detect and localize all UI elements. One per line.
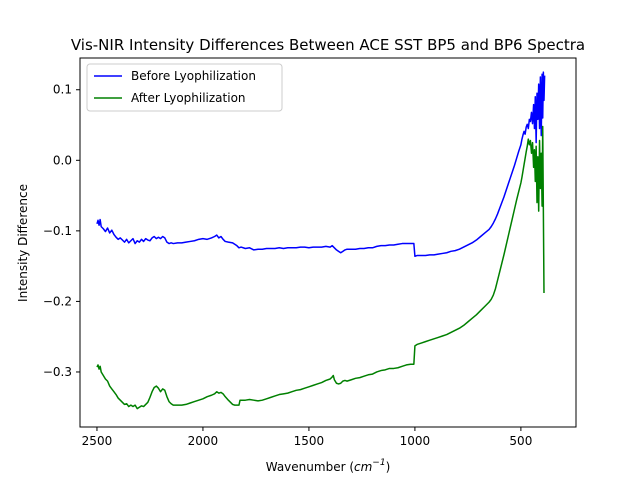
legend-label-before: Before Lyophilization [131, 69, 256, 83]
x-tick-label: 500 [509, 434, 532, 448]
x-tick-label: 2000 [188, 434, 219, 448]
axes-frame [79, 57, 577, 428]
series-line-1 [96, 125, 545, 410]
y-tick-label: 0.1 [53, 83, 72, 97]
y-tick-label: −0.2 [43, 294, 72, 308]
y-tick-label: −0.1 [43, 224, 72, 238]
y-axis: 0.1 0.0 −0.1 −0.2 −0.3 [43, 83, 80, 379]
series-line-0 [96, 71, 546, 258]
x-tick-label: 1500 [294, 434, 325, 448]
plot-area: 2500 2000 1500 1000 500 0.1 0.0 −0.1 −0.2 −0.3 [43, 57, 577, 448]
x-axis-label-exponent: −1 [372, 458, 385, 468]
x-tick-label: 1000 [400, 434, 431, 448]
y-axis-label: Intensity Difference [16, 184, 30, 302]
x-tick-label: 2500 [82, 434, 113, 448]
chart-title: Vis-NIR Intensity Differences Between AC… [71, 36, 585, 54]
legend: Before Lyophilization After Lyophilizati… [86, 63, 283, 112]
x-axis-label-unit: cm [354, 460, 372, 474]
x-axis: 2500 2000 1500 1000 500 [82, 427, 532, 448]
legend-label-after: After Lyophilization [131, 91, 246, 105]
x-axis-label-close: ) [386, 460, 391, 474]
legend-frame [86, 63, 283, 112]
y-tick-label: −0.3 [43, 365, 72, 379]
series-layer [96, 71, 546, 410]
y-tick-label: 0.0 [53, 153, 72, 167]
x-axis-label-main: Wavenumber ( [266, 460, 354, 474]
x-axis-label: Wavenumber (cm−1) [266, 458, 391, 474]
